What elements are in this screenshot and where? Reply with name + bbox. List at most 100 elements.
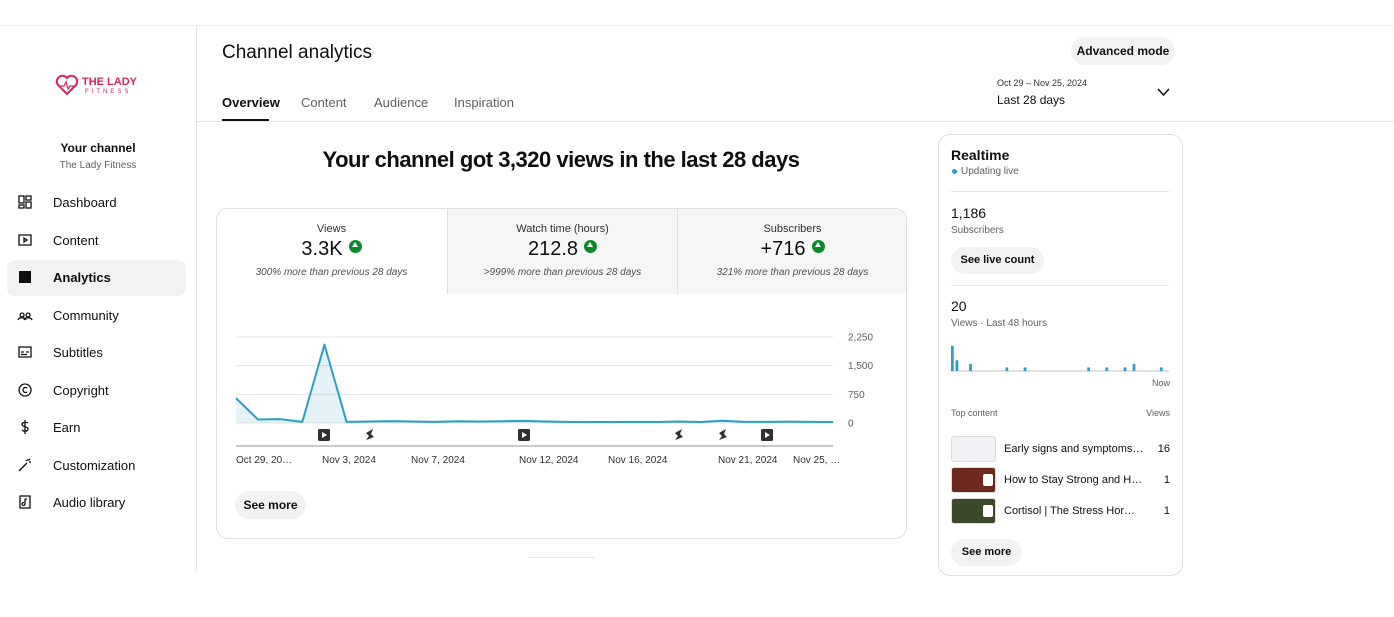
nav-icon [17,311,33,320]
video-marker-play [322,432,327,438]
metric-tab[interactable]: Watch time (hours) 212.8 >999% more than p… [447,209,677,294]
y-tick-label: 750 [848,390,865,401]
video-marker-play [765,432,770,438]
x-tick-label: Nov 3, 2024 [322,455,376,466]
top-border [0,25,1394,26]
short-marker[interactable] [675,429,683,440]
nav-icon-shape [18,233,32,246]
trend-up-icon [811,240,825,253]
x-tick-label: Nov 7, 2024 [411,455,465,466]
nav-icon [18,195,32,209]
scroll-divider [528,557,594,558]
tab[interactable]: Audience [374,95,429,110]
nav-icon-shape [18,195,32,209]
realtime-panel: Realtime Updating live 1,186 Subscribers… [938,134,1183,576]
nav-icon [21,420,29,434]
nav-item[interactable]: Earn [7,410,186,446]
thumbnail [951,498,996,524]
divider [951,285,1169,286]
nav-icon [18,382,32,397]
x-tick-label: Nov 21, 2024 [718,455,778,466]
see-live-count-button[interactable]: See live count [951,247,1044,274]
top-content-row[interactable]: Cortisol | The Stress Hormon… 1 [939,498,1182,524]
see-more-button[interactable]: See more [235,491,306,519]
nav-item[interactable]: Community [7,298,186,334]
nav-item[interactable]: Subtitles [7,335,186,371]
bar [951,346,954,371]
short-marker[interactable] [366,429,374,440]
divider [951,191,1169,192]
nav-item[interactable]: Content [7,223,186,259]
metric-value-row: 3.3K [217,238,446,261]
metric-tab[interactable]: Views 3.3K 300% more than previous 28 days [217,209,446,294]
top-content-row[interactable]: How to Stay Strong and Healt… 1 [939,467,1182,493]
headline: Your channel got 3,320 views in the last… [322,147,800,172]
tab-underline [222,119,269,121]
bar [1023,367,1027,371]
tab[interactable]: Inspiration [454,95,514,110]
x-tick-label: Oct 29, 20… [236,455,292,466]
video-title: Early signs and symptoms o… [1004,443,1144,455]
metric-label: Watch time (hours) [516,223,609,235]
video-views: 1 [1163,505,1170,517]
nav-label: Dashboard [53,195,117,210]
metric-label: Views [316,223,347,235]
views-line [235,343,834,424]
nav-icon-shape [21,420,29,434]
metric-value-row: +716 [678,238,906,261]
period-dropdown[interactable] [1157,88,1170,97]
tab[interactable]: Content [301,95,347,110]
thumbnail-badge [983,474,993,486]
nav-label: Customization [53,457,136,473]
video-views: 1 [1163,474,1170,486]
metric-tab[interactable]: Subscribers +716 321% more than previous 2… [677,209,906,294]
realtime-title: Realtime [951,147,1010,163]
nav-icon-shape [18,382,32,397]
video-title: Cortisol | The Stress Hormon… [1004,505,1144,517]
metric-note: 321% more than previous 28 days [716,267,869,278]
views-column-label: Views [1146,408,1170,418]
y-tick-label: 0 [848,419,854,430]
subscriber-count: 1,186 [951,205,987,221]
realtime-views: 20 [951,298,967,314]
thumbnail [951,467,996,493]
nav-icon-shape [19,271,31,283]
realtime-see-more-button[interactable]: See more [951,539,1022,566]
realtime-views-label: Views · Last 48 hours [951,318,1047,329]
nav-icon [18,233,32,246]
metric-value-row: 212.8 [448,238,677,261]
nav-label: Subtitles [53,345,103,360]
x-tick-label: Nov 25, … [793,455,840,466]
nav-label: Audio library [53,495,126,510]
overview-card: Views 3.3K 300% more than previous 28 days… [216,208,907,539]
bar [1159,367,1163,371]
nav-item[interactable]: Audio library [7,485,186,521]
bar [955,360,959,371]
bar [1132,363,1136,371]
nav-icon [18,346,32,358]
y-tick-label: 1,500 [848,361,873,372]
nav-label: Analytics [53,270,111,285]
nav-item[interactable]: Customization [7,448,186,484]
views-area [236,344,833,423]
tab[interactable]: Overview [222,95,280,110]
nav-item[interactable]: Dashboard [7,185,186,221]
short-marker[interactable] [719,429,727,440]
thumbnail-badge [983,505,993,517]
channel-name: The Lady Fitness [59,160,137,171]
y-tick-label: 2,250 [848,333,873,344]
advanced-mode-button[interactable]: Advanced mode [1071,37,1175,65]
nav-item[interactable]: Analytics [7,260,186,296]
nav-icon-shape [19,495,31,509]
header-border [196,121,1394,122]
period[interactable]: Last 28 days [997,93,1066,107]
top-content-row[interactable]: Early signs and symptoms o… 16 [939,436,1182,462]
nav-icon-shape [18,458,31,471]
now-label: Now [1151,378,1170,388]
x-tick-label: Nov 12, 2024 [519,455,579,466]
nav-label: Earn [53,420,81,435]
metric-value: 212.8 [527,238,579,260]
video-views: 16 [1157,443,1170,455]
nav-item[interactable]: Copyright [7,373,186,409]
